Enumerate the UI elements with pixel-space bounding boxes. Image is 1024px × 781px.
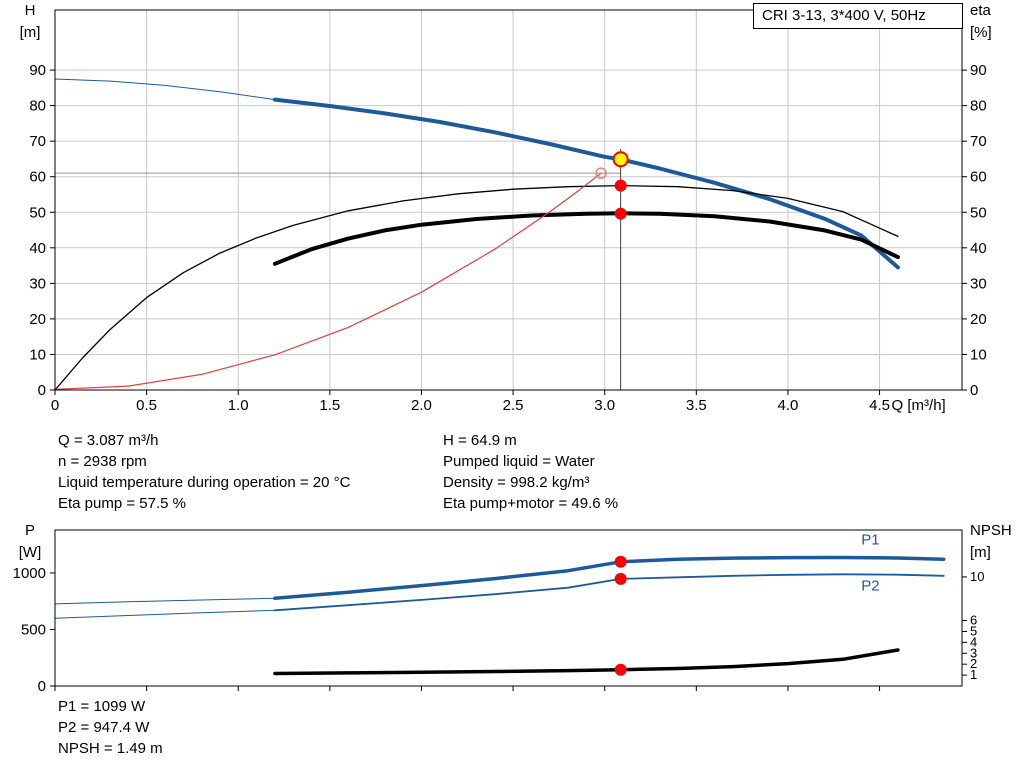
right-axis-title: eta [970,2,992,19]
y-tick-label-left: 50 [29,204,46,221]
qh-curve-thin [54,78,276,101]
eta-pump-motor-point-marker [614,207,627,220]
y-tick-label-right: 80 [970,98,987,115]
info-line-eta-pump: Eta pump = 57.5 % [58,495,186,512]
y-tick-label-right: 0 [970,382,978,399]
info-line-q: Q = 3.087 m³/h [58,432,159,449]
duty-point-marker [612,151,629,168]
y-tick-label-left: 80 [29,98,46,115]
x-tick-label: 4.0 [777,397,798,414]
info-line-p2: P2 = 947.4 W [58,719,150,736]
npsh-curve [273,648,900,676]
y-tick-label-right: 40 [970,240,987,257]
p2-curve [274,573,945,612]
y-tick-label-right: 6 [970,613,977,628]
eta-pump-curve [54,184,899,391]
system-curve [54,172,602,390]
power-info-column: P1 = 1099 W P2 = 947.4 W NPSH = 1.49 m [58,696,163,759]
duty-info-left-column: Q = 3.087 m³/h n = 2938 rpm Liquid tempe… [58,430,350,514]
y-tick-label-left: 500 [21,621,46,638]
p2-point-marker [614,572,627,585]
info-line-p1: P1 = 1099 W [58,698,146,715]
y-tick-label-left: 30 [29,275,46,292]
y-tick-label-right: 50 [970,204,987,221]
x-axis-title: Q [m³/h] [892,397,946,414]
y-tick-label-left: 70 [29,133,46,150]
info-line-liquid-temp: Liquid temperature during operation = 20… [58,474,351,491]
y-tick-label-left: 20 [29,311,46,328]
left-axis-title: P [25,522,35,539]
y-tick-label-right: 30 [970,275,987,292]
y-tick-label-left: 1000 [13,565,46,582]
p1-curve [273,555,946,601]
plot-border [54,9,963,391]
y-tick-label-right: 3 [970,645,977,660]
p2-curve-thin [54,609,276,619]
x-tick-label: 1.5 [319,397,340,414]
x-tick-label: 2.5 [503,397,524,414]
right-axis-title-unit: [m] [970,544,991,561]
p1-curve-thin [54,597,276,605]
pump-model-title-box: CRI 3-13, 3*400 V, 50Hz [753,3,963,29]
x-tick-label: 3.0 [594,397,615,414]
npsh-point-marker [614,663,627,676]
y-tick-label-right: 20 [970,311,987,328]
y-tick-label-right: 90 [970,62,987,79]
y-tick-label-left: 10 [29,346,46,363]
eta-pump-motor-curve [272,211,900,266]
y-tick-label-right: 2 [970,656,977,671]
info-line-head: H = 64.9 m [443,432,517,449]
x-tick-label: 3.5 [686,397,707,414]
left-axis-title-unit: [m] [20,24,41,41]
y-tick-label-right: 1 [970,667,977,682]
p1-point-marker [614,555,627,568]
x-tick-label: 4.5 [869,397,890,414]
x-tick-label: 2.0 [411,397,432,414]
y-tick-label-right: 10 [970,346,987,363]
hq-eta-chart: 0 0.5 1.0 1.5 2.0 2.5 3.0 3.5 4.0 4.5 0 10 20 30 40 50 6… [20,2,992,414]
info-line-pumped-liquid: Pumped liquid = Water [443,453,595,470]
y-tick-label-right: 4 [970,634,977,649]
y-tick-label-left: 0 [38,382,46,399]
x-tick-label: 0.5 [136,397,157,414]
y-tick-label-right: 10 [970,569,984,584]
info-line-speed: n = 2938 rpm [58,453,147,470]
info-line-npsh: NPSH = 1.49 m [58,740,163,757]
right-axis-title-unit: [%] [970,24,992,41]
y-tick-label-right: 60 [970,169,987,186]
duty-info-right-column: H = 64.9 m Pumped liquid = Water Density… [443,430,618,514]
system-point-marker [595,167,607,179]
curve-label: P1 [861,532,879,549]
qh-curve [272,97,900,270]
left-axis-title: H [25,2,36,19]
y-tick-label-right: 70 [970,133,987,150]
curve-label: P2 [861,577,879,594]
right-axis-title: NPSH [970,522,1012,539]
x-tick-label: 0 [51,397,59,414]
eta-pump-point-marker [614,179,627,192]
x-tick-label: 1.0 [228,397,249,414]
info-line-density: Density = 998.2 kg/m³ [443,474,590,491]
y-tick-label-left: 60 [29,169,46,186]
y-tick-label-left: 0 [38,678,46,695]
left-axis-title-unit: [W] [19,544,42,561]
y-tick-label-left: 40 [29,240,46,257]
info-line-eta-pump-motor: Eta pump+motor = 49.6 % [443,495,619,512]
plot-border [54,529,963,687]
y-tick-label-right: 5 [970,623,977,638]
y-tick-label-left: 90 [29,62,46,79]
